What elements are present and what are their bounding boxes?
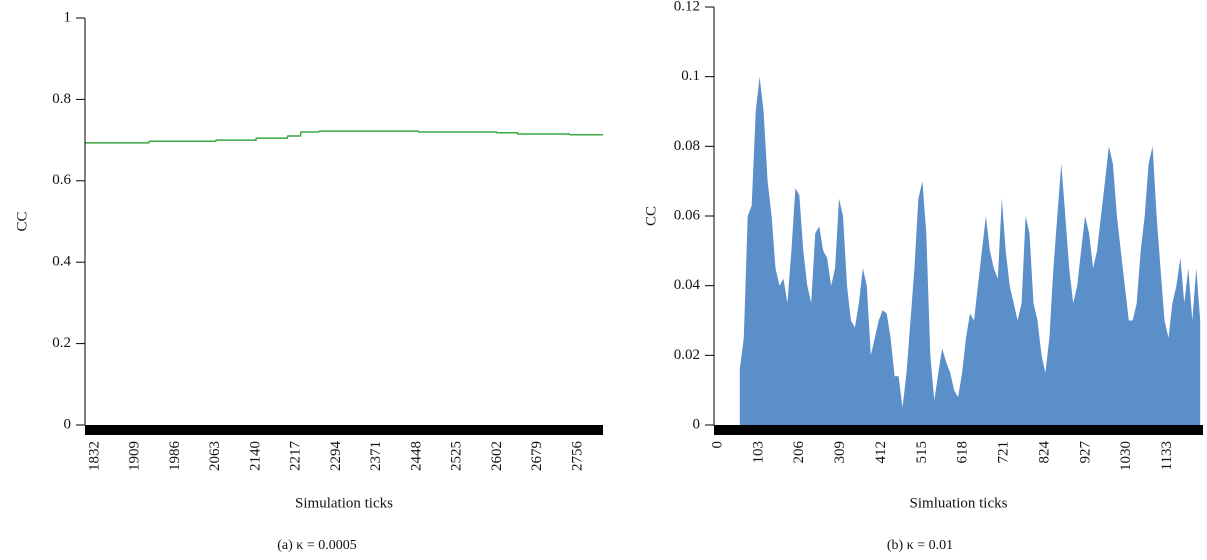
x-tick-label: 2679 bbox=[529, 441, 545, 471]
y-tick-label: 0 bbox=[693, 416, 701, 432]
x-tick-label: 1832 bbox=[86, 441, 102, 471]
y-tick-label: 0.8 bbox=[52, 91, 71, 107]
x-tick-label: 2217 bbox=[288, 441, 304, 472]
x-tick-label: 721 bbox=[996, 441, 1012, 464]
x-tick-label: 1909 bbox=[127, 441, 143, 471]
x-tick-label: 1986 bbox=[167, 441, 183, 472]
x-tick-label: 2448 bbox=[408, 441, 424, 471]
y-tick-label: 1 bbox=[64, 9, 72, 25]
x-tick-label: 103 bbox=[750, 441, 766, 464]
x-tick-label: 2371 bbox=[368, 441, 384, 471]
caption: (a) κ = 0.0005 bbox=[277, 538, 357, 553]
x-tick-label: 1030 bbox=[1118, 441, 1134, 471]
x-tick-label: 2602 bbox=[489, 441, 505, 471]
y-tick-label: 0.04 bbox=[674, 277, 701, 293]
x-tick-label: 1133 bbox=[1159, 441, 1175, 470]
x-tick-label: 618 bbox=[955, 441, 971, 464]
x-axis-label: Simulation ticks bbox=[295, 495, 393, 511]
line bbox=[85, 130, 603, 144]
x-tick-label: 2525 bbox=[449, 441, 465, 471]
y-tick-label: 0.6 bbox=[52, 172, 71, 188]
caption: (b) κ = 0.01 bbox=[887, 538, 953, 553]
y-tick-label: 0 bbox=[64, 416, 72, 432]
x-tick-label: 2756 bbox=[569, 441, 585, 472]
y-tick-label: 0.08 bbox=[674, 138, 700, 154]
y-tick-label: 0.12 bbox=[674, 0, 700, 14]
y-tick-label: 0.02 bbox=[674, 347, 700, 363]
area bbox=[739, 76, 1201, 425]
y-axis-label: CC bbox=[643, 206, 659, 226]
x-tick-label: 2140 bbox=[247, 441, 263, 471]
x-tick-label: 927 bbox=[1077, 441, 1093, 464]
x-tick-label: 2063 bbox=[207, 441, 223, 471]
x-tick-label: 824 bbox=[1036, 441, 1052, 464]
x-tick-label: 309 bbox=[832, 441, 848, 464]
x-tick-label: 412 bbox=[873, 441, 889, 464]
x-tick-label: 206 bbox=[791, 441, 807, 464]
y-tick-label: 0.2 bbox=[52, 335, 71, 351]
y-tick-label: 0.1 bbox=[681, 68, 700, 84]
x-tick-label: 515 bbox=[914, 441, 930, 464]
x-axis-label: Simluation ticks bbox=[910, 495, 1008, 511]
y-tick-label: 0.06 bbox=[674, 207, 701, 223]
y-tick-label: 0.4 bbox=[52, 254, 71, 270]
y-axis-label: CC bbox=[14, 211, 30, 231]
x-tick-label: 2294 bbox=[328, 441, 344, 472]
x-tick-label: 0 bbox=[709, 441, 725, 449]
